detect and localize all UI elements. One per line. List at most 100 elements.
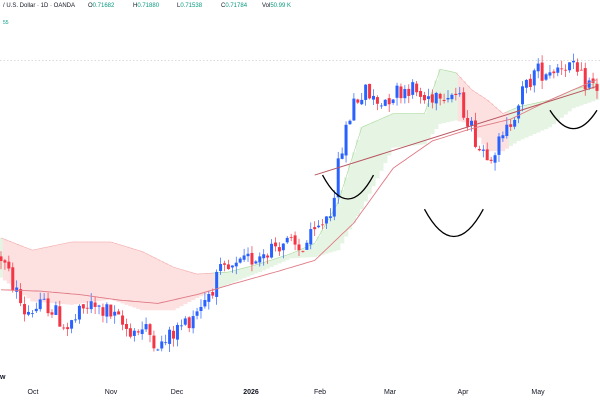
- candle-body: [317, 225, 321, 228]
- candle-body: [172, 330, 176, 339]
- candle-body: [148, 324, 152, 335]
- cloud-segment: [375, 120, 380, 179]
- cloud-segment: [234, 269, 239, 282]
- candle-body: [144, 324, 148, 330]
- candle-body: [434, 92, 438, 104]
- candle-body: [19, 289, 23, 304]
- cloud-segment: [312, 243, 317, 258]
- cup-annotations: [321, 109, 598, 237]
- candle-body: [187, 317, 191, 329]
- candle-body: [66, 327, 70, 330]
- candle-body: [238, 258, 242, 263]
- cloud-edge: [440, 68, 445, 71]
- cloud-segment: [171, 267, 176, 311]
- candle-body: [89, 301, 93, 310]
- candle-body: [42, 298, 46, 300]
- long-moving-average: [0, 79, 598, 304]
- cloud-edge: [228, 270, 233, 273]
- candle-body: [93, 302, 97, 307]
- candle-body: [454, 93, 458, 96]
- cloud-edge: [455, 72, 460, 78]
- cloud-segment: [14, 244, 19, 290]
- cloud-edge: [502, 111, 507, 114]
- cloud-segment: [155, 259, 161, 311]
- candle-body: [462, 92, 466, 118]
- ohlc-high-key: H: [133, 3, 138, 9]
- candle-body: [524, 79, 528, 88]
- cloud-segment: [516, 106, 521, 141]
- cloud-segment: [202, 273, 208, 295]
- candle-body: [575, 62, 579, 72]
- cloud-edge: [424, 102, 429, 114]
- cup-arc: [423, 208, 484, 237]
- cloud-segment: [226, 272, 231, 285]
- candle-body: [411, 82, 415, 95]
- candle-body: [15, 287, 19, 292]
- candles: [0, 53, 599, 352]
- cloud-edge: [283, 254, 288, 257]
- cloud-edge: [181, 269, 186, 271]
- cloud-segment: [49, 246, 55, 304]
- cloud-edge: [510, 108, 515, 111]
- cloud-segment: [316, 236, 321, 256]
- cloud-segment: [481, 97, 486, 145]
- cloud-segment: [273, 258, 278, 266]
- candle-body: [497, 136, 501, 155]
- cloud-edge: [122, 245, 127, 248]
- cloud-edge: [451, 71, 456, 73]
- cloud-edge: [314, 236, 319, 244]
- cloud-edge: [357, 127, 363, 140]
- cloud-segment: [175, 268, 180, 309]
- cloud-segment: [493, 106, 498, 152]
- cloud-edge: [114, 242, 119, 245]
- cloud-edge: [173, 266, 178, 269]
- candle-body: [81, 304, 85, 309]
- candle-body: [38, 299, 42, 310]
- cloud-edge: [161, 261, 166, 264]
- cloud-segment: [328, 216, 333, 253]
- cloud-segment: [465, 85, 470, 124]
- cloud-edge: [44, 246, 49, 249]
- cloud-edge: [47, 245, 53, 248]
- candle-body: [548, 72, 552, 76]
- candle-body: [266, 255, 270, 258]
- cloud-segment: [116, 244, 121, 303]
- ohlc-volume: Vol50.99 K: [262, 3, 291, 9]
- candle-body: [7, 261, 11, 269]
- ohlc-close: C0.71784: [221, 3, 247, 9]
- candle-body: [277, 247, 281, 252]
- cloud-edge: [530, 103, 535, 105]
- cloud-edge: [592, 82, 598, 85]
- cloud-edge: [165, 263, 170, 266]
- candle-body: [356, 99, 360, 103]
- x-tick-dec: Dec: [170, 389, 184, 396]
- candle-body: [521, 86, 524, 105]
- cloud-edge: [459, 76, 464, 82]
- candle-body: [156, 349, 160, 351]
- cloud-edge: [0, 237, 6, 240]
- candle-body: [297, 244, 301, 251]
- candle-body: [117, 311, 121, 315]
- cloud-segment: [140, 251, 145, 311]
- candle-body: [450, 94, 454, 100]
- cloud-edge: [318, 229, 323, 237]
- cloud-segment: [144, 253, 149, 311]
- candle-body: [246, 253, 250, 257]
- candle-body: [446, 97, 450, 100]
- candle-body: [332, 197, 336, 217]
- cloud-segment: [285, 254, 290, 261]
- cloud-edge: [20, 245, 25, 248]
- cloud-segment: [42, 247, 47, 303]
- cloud-edge: [149, 255, 155, 258]
- cloud-segment: [277, 257, 282, 264]
- candle-body: [199, 306, 203, 312]
- cloud-segment: [183, 270, 188, 305]
- cloud-segment: [85, 241, 90, 303]
- candle-body: [328, 216, 332, 218]
- candle-body: [273, 242, 277, 247]
- candle-body: [536, 63, 540, 72]
- cloud-edge: [271, 258, 276, 261]
- candle-body: [583, 68, 587, 90]
- cloud-segment: [65, 242, 70, 305]
